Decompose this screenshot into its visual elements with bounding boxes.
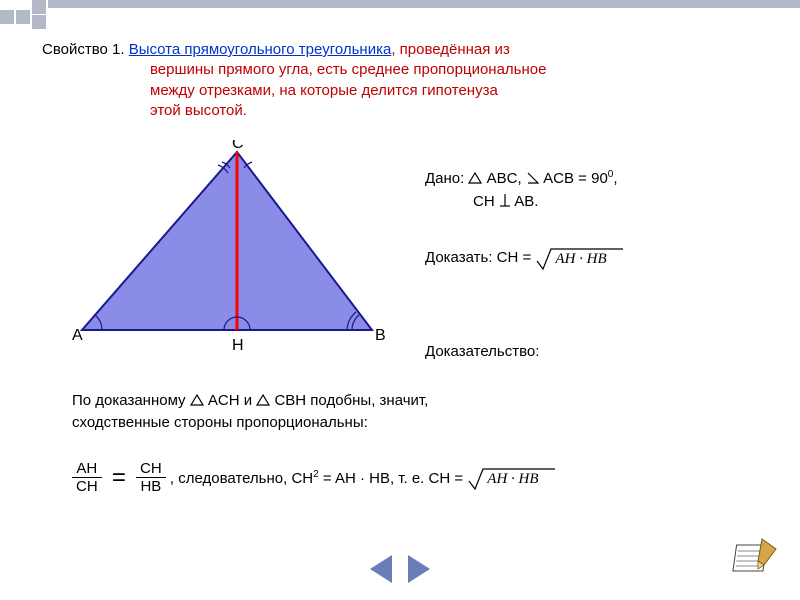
decor-strip [0, 0, 800, 28]
proof-l1c: CBH подобны, значит, [274, 392, 428, 409]
title-prefix: Свойство 1. [42, 41, 129, 58]
given-deg: 0 [608, 169, 614, 180]
given-tri: ABC, [487, 170, 522, 187]
frac-1: AH CH [72, 460, 102, 495]
notepad-icon[interactable] [732, 535, 780, 582]
given-ch: CH [473, 193, 495, 210]
proof-label: Доказательство: [425, 343, 539, 360]
triangle-icon [256, 391, 270, 412]
vertex-a: A [72, 327, 83, 344]
angle-icon [526, 170, 540, 191]
fraction-row: AH CH = CH HB , следовательно, CH2 = AH … [72, 460, 557, 495]
triangle-figure: A B C H [72, 140, 392, 360]
frac-2: CH HB [136, 460, 166, 495]
vertex-h: H [232, 337, 244, 354]
proof-l1b: ACH и [208, 392, 252, 409]
triangle-icon [190, 391, 204, 412]
perp-icon [499, 193, 511, 214]
next-button[interactable] [408, 555, 430, 583]
triangle-icon [468, 169, 482, 190]
title-line4: этой высотой. [42, 101, 762, 121]
sqrt-2: AH · HB [467, 465, 557, 491]
equals-1: = [106, 464, 132, 491]
given-label: Дано: [425, 170, 464, 187]
title-line3: между отрезками, на которые делится гипо… [42, 81, 762, 101]
sqrt-1: AH · HB [535, 245, 625, 271]
nav-controls [0, 555, 800, 588]
prev-button[interactable] [370, 555, 392, 583]
radicand-1: AH · HB [555, 251, 606, 268]
title-line2: вершины прямого угла, есть среднее пропо… [42, 60, 762, 80]
given-ab: AB. [514, 193, 538, 210]
tail1: , следовательно, CH [170, 470, 313, 487]
tail2: = AH · HB, т. е. CH = [319, 470, 463, 487]
title-highlight: Высота прямоугольного треугольника [129, 41, 392, 58]
given-angle: ACB = 90 [543, 170, 608, 187]
title-rest1: , проведённая из [391, 41, 510, 58]
proof-l1a: По доказанному [72, 392, 186, 409]
slide-title: Свойство 1. Высота прямоугольного треуго… [42, 40, 762, 121]
given-block: Дано: ABC, ACB = 900, CH AB. [425, 168, 618, 214]
vertex-c: C [232, 140, 244, 152]
vertex-b: B [375, 327, 386, 344]
prove-block: Доказать: CH = AH · HB [425, 245, 625, 271]
radicand-2: AH · HB [487, 471, 538, 488]
prove-label: Доказать: CH = [425, 249, 531, 266]
proof-body: По доказанному ACH и CBH подобны, значит… [72, 390, 428, 433]
proof-l2: сходственные стороны пропорциональны: [72, 412, 428, 433]
